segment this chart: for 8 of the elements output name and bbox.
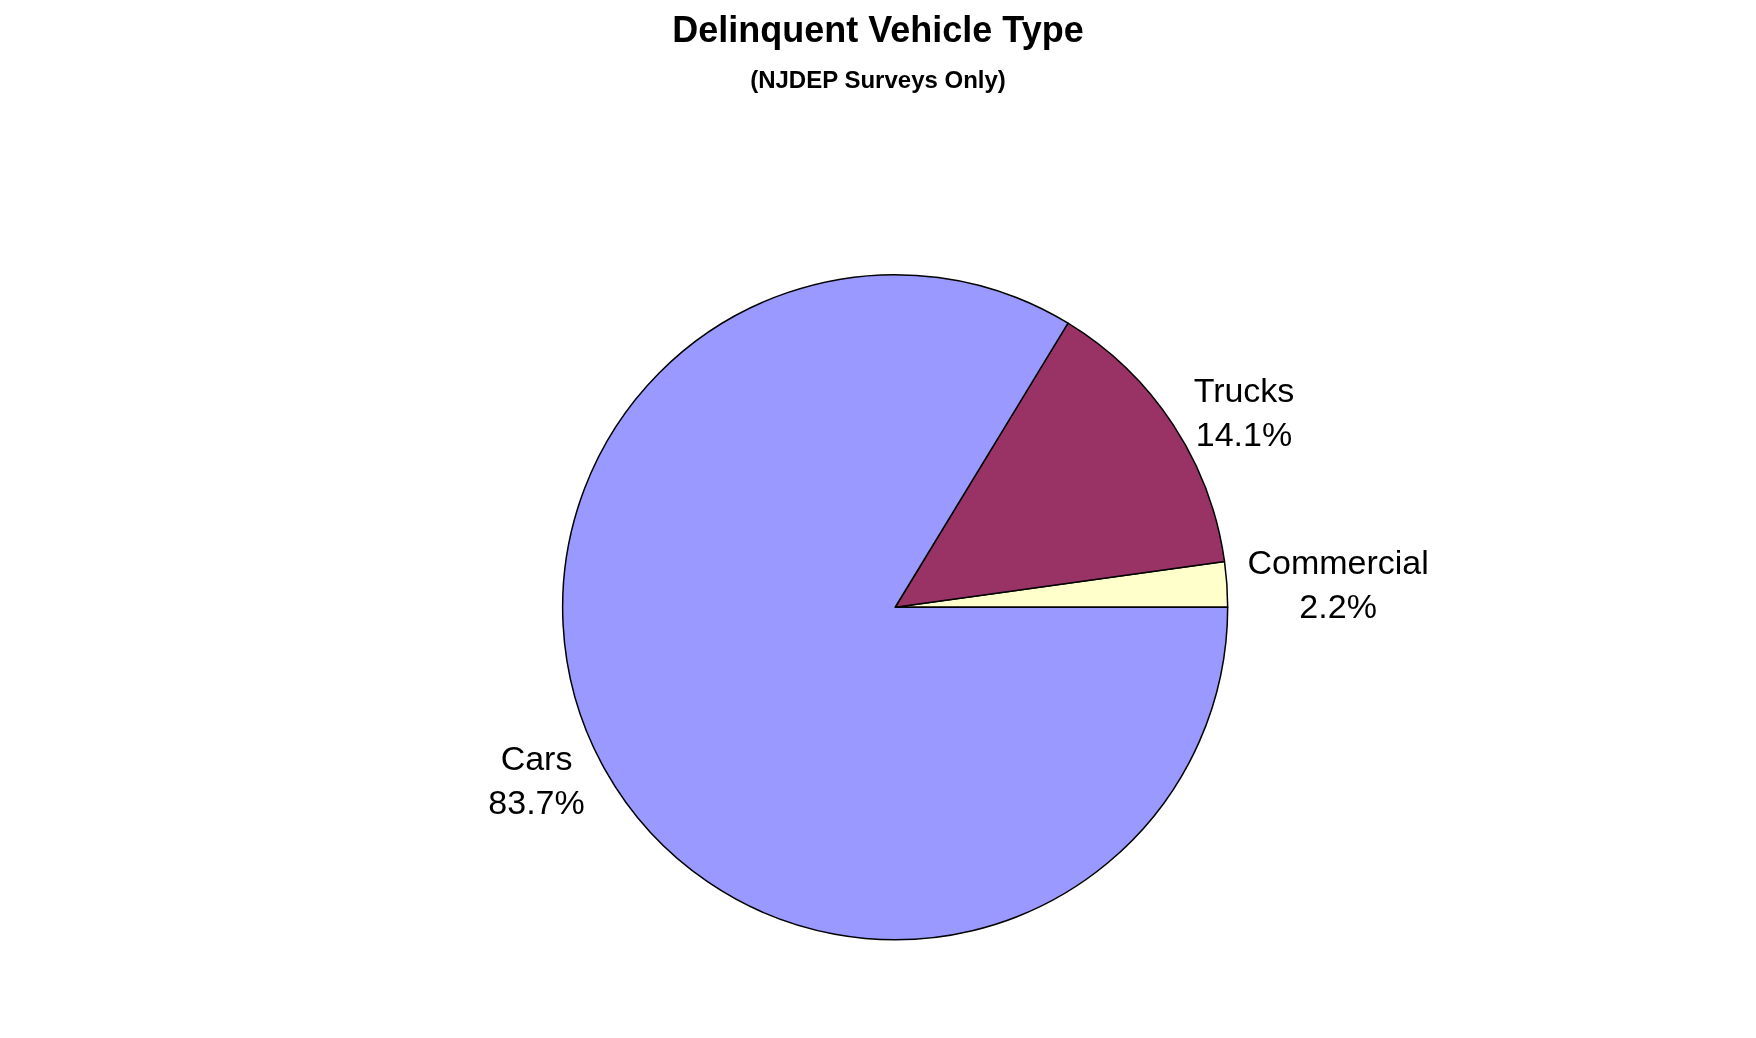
slice-label: Cars — [500, 738, 573, 777]
slice-label: Trucks — [1193, 371, 1295, 410]
data-label: 83.7% — [488, 783, 585, 822]
chart-subtitle: (NJDEP Surveys Only) — [750, 66, 1006, 94]
data-label: 14.1% — [1195, 415, 1293, 454]
slice-label: Commercial — [1247, 542, 1429, 581]
data-label: 2.2% — [1299, 587, 1377, 626]
chart-title: Delinquent Vehicle Type — [672, 8, 1084, 50]
